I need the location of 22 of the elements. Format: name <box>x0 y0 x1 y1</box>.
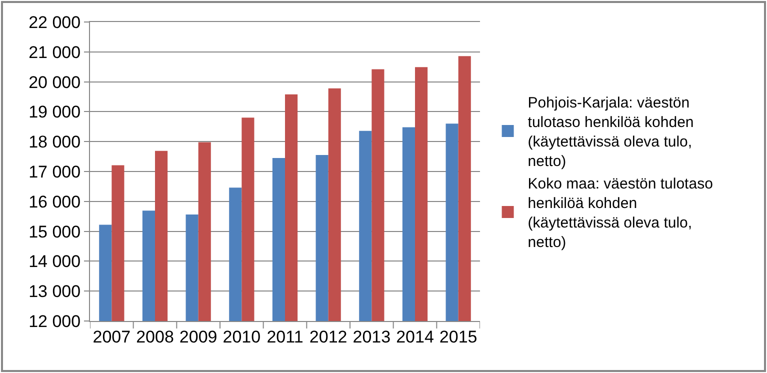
legend-label: Koko maa: väestön tulotaso henkilöä kohden (käytettävissä oleva tulo, netto) <box>528 176 713 252</box>
x-tick-label: 2007 <box>92 327 131 346</box>
x-tick-label: 2010 <box>222 327 261 346</box>
y-tick-label: 18 000 <box>28 132 81 152</box>
x-tick-label: 2014 <box>396 327 434 346</box>
y-tick-label: 19 000 <box>28 102 81 122</box>
y-tick-label: 14 000 <box>28 252 81 272</box>
x-tick-label: 2013 <box>352 327 391 346</box>
y-tick-label: 15 000 <box>28 222 81 242</box>
y-tick-label: 21 000 <box>28 42 81 62</box>
x-tick-label: 2012 <box>309 327 348 346</box>
x-tick-label: 2008 <box>136 327 174 346</box>
y-tick-label: 12 000 <box>28 312 81 331</box>
y-tick-label: 17 000 <box>28 162 81 182</box>
y-tick-label: 20 000 <box>28 72 81 92</box>
y-tick-label: 13 000 <box>28 282 81 302</box>
x-tick-label: 2011 <box>266 327 304 346</box>
x-tick-label: 2015 <box>439 327 478 346</box>
legend-label: Pohjois-Karjala: väestön tulotaso henkilöä kohden (käytettävissä oleva tulo, netto) <box>528 94 694 170</box>
y-tick-label: 16 000 <box>28 192 81 212</box>
x-tick-label: 2009 <box>179 327 218 346</box>
y-tick-label: 22 000 <box>28 12 81 32</box>
